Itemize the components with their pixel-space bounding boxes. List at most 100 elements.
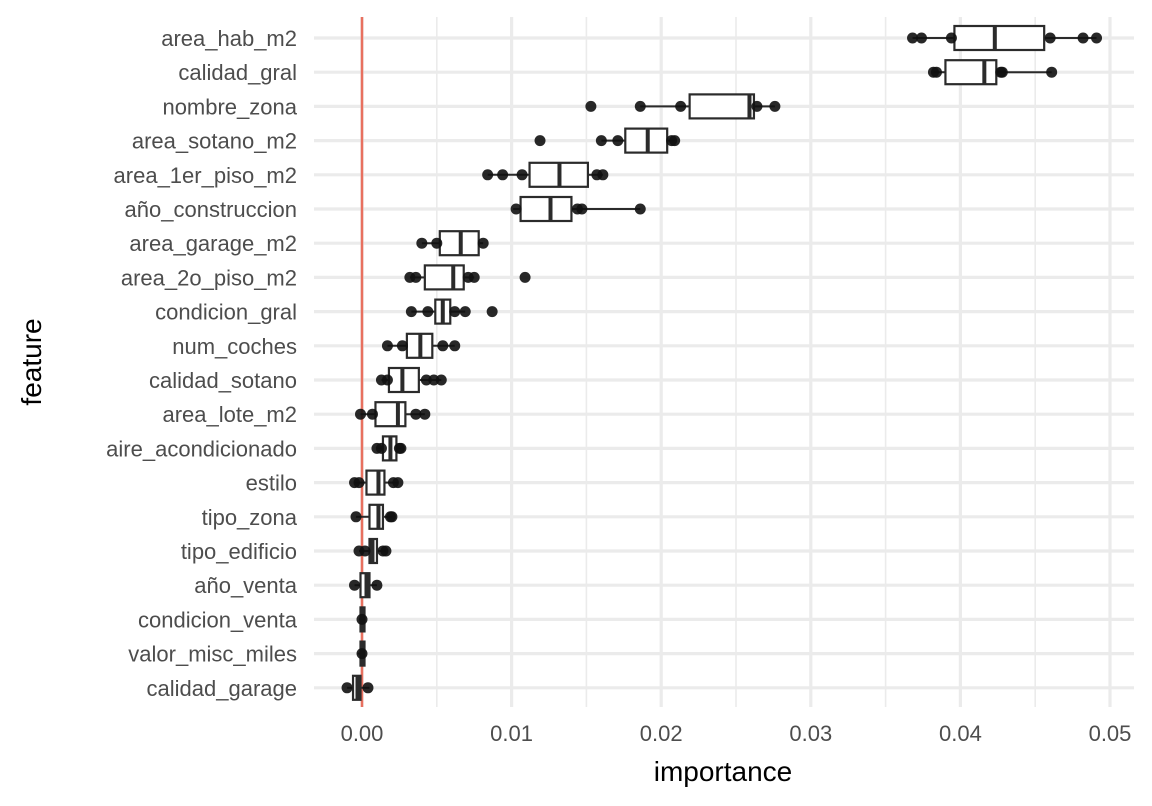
- box: [953, 24, 1046, 52]
- box: [365, 469, 386, 496]
- data-point: [669, 135, 681, 147]
- y-tick-label: valor_misc_miles: [128, 642, 297, 667]
- data-point: [375, 442, 387, 454]
- data-point: [497, 169, 509, 181]
- boxplot-calidad_gral: [927, 59, 1058, 86]
- boxplot-nombre_zona: [585, 93, 781, 120]
- boxplot-area_garage_m2: [416, 230, 489, 257]
- data-point: [381, 374, 393, 386]
- data-point: [516, 169, 528, 181]
- box: [519, 195, 573, 223]
- data-point: [1091, 32, 1103, 44]
- data-point: [381, 340, 393, 352]
- data-point: [422, 306, 434, 318]
- data-point: [349, 579, 361, 591]
- data-point: [419, 408, 431, 420]
- boxplot-calidad_garage: [341, 674, 374, 701]
- data-point: [612, 135, 624, 147]
- box: [944, 59, 998, 86]
- y-tick-label: area_garage_m2: [129, 231, 297, 256]
- data-point: [356, 613, 368, 625]
- boxplot-area_2o_piso_m2: [404, 264, 531, 291]
- data-point: [595, 135, 607, 147]
- x-tick-label: 0.01: [490, 721, 533, 746]
- x-tick-label: 0.05: [1089, 721, 1132, 746]
- y-tick-label: area_2o_piso_m2: [121, 265, 297, 290]
- y-tick-label: tipo_edificio: [181, 539, 297, 564]
- boxplot-num_coches: [381, 332, 461, 359]
- data-point: [435, 374, 447, 386]
- y-tick-label: area_lote_m2: [162, 402, 297, 427]
- boxplot-area_hab_m2: [907, 24, 1103, 52]
- y-tick-label: num_coches: [172, 334, 297, 359]
- x-tick-label: 0.04: [939, 721, 982, 746]
- y-tick-label: tipo_zona: [202, 505, 298, 530]
- data-point: [634, 203, 646, 215]
- data-point: [769, 100, 781, 112]
- x-axis-tick-labels: 0.00 0.01 0.02 0.03 0.04 0.05: [341, 721, 1132, 746]
- y-tick-label: calidad_gral: [178, 60, 297, 85]
- y-tick-label: nombre_zona: [162, 94, 297, 119]
- y-tick-label: calidad_garage: [147, 676, 297, 701]
- boxplot-valor_misc_miles: [356, 640, 368, 667]
- data-point: [996, 66, 1008, 78]
- data-point: [576, 203, 588, 215]
- data-point: [534, 135, 546, 147]
- boxplot-año_construccion: [510, 195, 646, 223]
- data-point: [380, 545, 392, 557]
- data-point: [916, 32, 928, 44]
- data-point: [751, 100, 763, 112]
- data-point: [395, 442, 407, 454]
- y-tick-label: aire_acondicionado: [106, 436, 297, 461]
- data-point: [510, 203, 522, 215]
- data-point: [362, 682, 374, 694]
- boxplot-calidad_sotano: [375, 366, 447, 394]
- x-tick-label: 0.03: [789, 721, 832, 746]
- box: [374, 401, 407, 428]
- data-point: [477, 237, 489, 249]
- y-tick-label: condicion_gral: [155, 300, 297, 325]
- minor-gridlines: [435, 17, 1036, 707]
- boxplot-tipo_edificio: [353, 537, 392, 565]
- boxplots: [341, 24, 1103, 701]
- data-point: [437, 340, 449, 352]
- data-point: [1077, 32, 1089, 44]
- boxplot-estilo: [349, 469, 404, 496]
- data-point: [482, 169, 494, 181]
- boxplot-tipo_zona: [350, 503, 398, 530]
- data-point: [392, 477, 404, 489]
- data-point: [945, 32, 957, 44]
- data-point: [634, 100, 646, 112]
- data-point: [410, 408, 422, 420]
- y-tick-label: condicion_venta: [138, 607, 298, 632]
- data-point: [1046, 66, 1058, 78]
- data-point: [930, 66, 942, 78]
- boxplot-condicion_gral: [405, 298, 498, 325]
- data-point: [597, 169, 609, 181]
- data-point: [468, 271, 480, 283]
- boxplot-aire_acondicionado: [371, 435, 407, 462]
- data-point: [449, 306, 461, 318]
- data-point: [355, 408, 367, 420]
- data-point: [386, 511, 398, 523]
- data-point: [371, 579, 383, 591]
- data-point: [519, 271, 531, 283]
- y-tick-label: area_1er_piso_m2: [114, 163, 297, 188]
- data-point: [431, 237, 443, 249]
- y-tick-label: estilo: [246, 471, 297, 496]
- data-point: [449, 340, 461, 352]
- data-point: [341, 682, 353, 694]
- x-axis-title: importance: [654, 756, 793, 787]
- y-tick-label: año_construccion: [125, 197, 297, 222]
- box: [688, 93, 756, 120]
- data-point: [353, 477, 365, 489]
- boxplot-area_sotano_m2: [534, 127, 681, 154]
- data-point: [585, 100, 597, 112]
- y-tick-label: area_sotano_m2: [132, 129, 297, 154]
- data-point: [675, 100, 687, 112]
- y-tick-label: area_hab_m2: [161, 26, 297, 51]
- boxplot-año_venta: [349, 572, 383, 599]
- x-tick-label: 0.00: [341, 721, 384, 746]
- box: [368, 503, 385, 530]
